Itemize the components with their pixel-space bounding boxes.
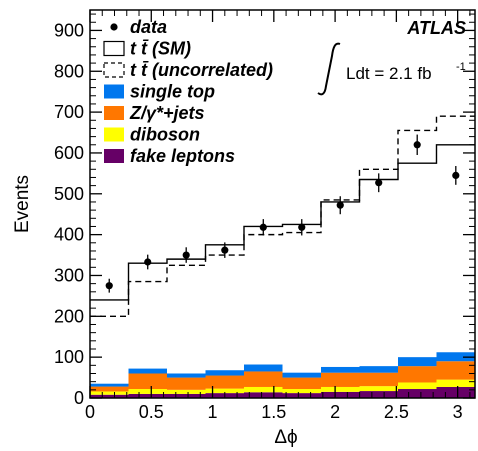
stack-bar-z-jets-1 [90, 386, 129, 392]
stack-bar-diboson-4 [205, 388, 244, 394]
x-axis-title: Δϕ [274, 427, 297, 448]
stack-bar-fake-leptons-1 [90, 394, 129, 398]
legend-label-ttbar-uncorrelated: t t̄ (uncorrelated) [130, 60, 273, 80]
legend-label-fake-leptons: fake leptons [130, 146, 235, 166]
y-tick-label-4: 300 [54, 265, 84, 285]
y-tick-label-1: 0 [74, 388, 84, 408]
experiment-label: ATLAS [406, 18, 466, 38]
stack-bar-fake-leptons-7 [321, 391, 360, 398]
legend-label-diboson: diboson [130, 125, 200, 145]
stack-bar-z-jets-4 [205, 375, 244, 389]
stack-bar-diboson-8 [359, 386, 399, 392]
x-tick-label-7: 3 [453, 402, 463, 422]
stack-bar-diboson-5 [243, 386, 283, 393]
legend-marker-fake-leptons [104, 149, 124, 163]
data-point-3 [182, 251, 190, 259]
stack-bar-single-top-3 [166, 373, 206, 378]
luminosity-label: Ldt = 2.1 fb [346, 64, 432, 83]
integral-sign [317, 42, 341, 96]
x-tick-label-4: 1.5 [261, 402, 286, 422]
stacked-backgrounds [90, 352, 475, 398]
stack-bar-single-top-7 [321, 366, 360, 373]
stack-bar-fake-leptons-2 [128, 393, 167, 398]
ttbar-histograms [90, 115, 475, 318]
data-point-5 [259, 223, 267, 231]
stack-bar-single-top-1 [90, 383, 129, 387]
data-point-7 [336, 201, 344, 209]
plot-frame [89, 9, 476, 399]
stack-bar-fake-leptons-5 [243, 392, 283, 398]
stack-bar-fake-leptons-8 [359, 391, 399, 398]
data-point-9 [413, 141, 421, 149]
ttbar-sm-histogram [90, 144, 475, 301]
stack-bar-z-jets-3 [166, 377, 206, 390]
y-tick-label-5: 400 [54, 225, 84, 245]
legend-label-single-top: single top [130, 82, 215, 102]
legend-marker-data [110, 23, 118, 31]
y-tick-label-2: 100 [54, 347, 84, 367]
y-tick-label-7: 600 [54, 143, 84, 163]
y-tick-label-9: 800 [54, 61, 84, 81]
x-tick-label-5: 2 [330, 402, 340, 422]
stack-bar-single-top-5 [243, 364, 283, 372]
x-tick-label-1: 0 [85, 402, 95, 422]
stack-bar-single-top-6 [282, 372, 322, 378]
legend-marker-ttbar-uncorrelated [103, 62, 125, 78]
luminosity-exponent: -1 [456, 61, 466, 73]
x-tick-label-6: 2.5 [384, 402, 409, 422]
stack-bar-z-jets-8 [359, 372, 399, 387]
y-tick-label-10: 900 [54, 20, 84, 40]
stack-bar-z-jets-7 [321, 372, 360, 387]
stack-bar-diboson-1 [90, 391, 129, 395]
data-point-1 [105, 282, 113, 290]
y-tick-label-6: 500 [54, 184, 84, 204]
y-axis-title: Events [12, 175, 33, 233]
stack-bar-diboson-9 [398, 382, 437, 390]
legend-marker-single-top [104, 84, 124, 99]
x-tick-label-2: 0.5 [139, 402, 164, 422]
x-tick-label-3: 1 [208, 402, 218, 422]
legend-marker-z-jets [104, 106, 124, 120]
stack-bar-z-jets-2 [128, 373, 167, 390]
stack-bar-fake-leptons-3 [166, 393, 206, 398]
stack-bar-single-top-4 [205, 370, 244, 376]
data-point-10 [452, 171, 460, 180]
stack-bar-z-jets-6 [282, 377, 322, 390]
stack-bar-z-jets-9 [398, 366, 437, 383]
stack-bar-fake-leptons-10 [436, 386, 475, 398]
stack-bar-diboson-6 [282, 389, 322, 394]
data-point-2 [144, 258, 152, 266]
legend-label-data: data [130, 17, 167, 37]
legend-marker-ttbar-sm [103, 40, 125, 57]
stack-bar-fake-leptons-9 [398, 389, 437, 398]
stack-bar-single-top-2 [128, 368, 167, 374]
stack-bar-diboson-10 [436, 379, 475, 387]
data-point-4 [221, 246, 229, 254]
y-tick-label-8: 700 [54, 102, 84, 122]
stack-bar-single-top-10 [436, 352, 475, 362]
axis-ticks: 0 0.5 1 1.5 2 2.5 3 0 100 200 300 400 500 600 700 800 90… [54, 10, 475, 422]
legend-label-ttbar-sm: t t̄ (SM) [130, 39, 191, 59]
data-points [105, 134, 460, 293]
stack-bar-single-top-8 [359, 366, 399, 373]
ttbar-uncorrelated-histogram [90, 115, 475, 318]
stack-bar-diboson-2 [128, 389, 167, 394]
stack-bar-diboson-7 [321, 386, 360, 392]
y-tick-label-3: 200 [54, 306, 84, 326]
stack-bar-z-jets-10 [436, 361, 475, 380]
stack-bar-fake-leptons-6 [282, 393, 322, 398]
legend-label-z-jets: Z/γ*+jets [129, 103, 205, 123]
stack-bar-z-jets-5 [243, 371, 283, 387]
legend-marker-diboson [104, 127, 124, 142]
stack-bar-diboson-3 [166, 389, 206, 394]
data-point-8 [375, 179, 383, 187]
data-point-6 [298, 223, 306, 231]
stack-bar-single-top-9 [398, 357, 437, 367]
